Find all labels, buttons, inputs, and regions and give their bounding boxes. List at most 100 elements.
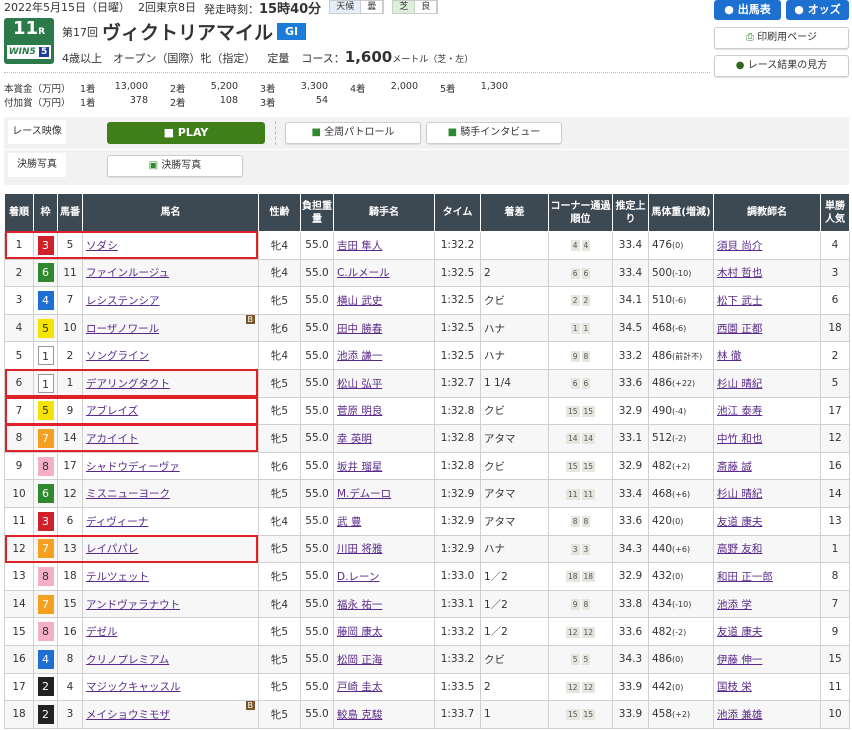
horse-name-link[interactable]: アブレイズ [86,405,139,418]
result-guide-button[interactable]: ● レース結果の見方 [714,55,849,77]
jockey-link[interactable]: 横山 武史 [337,294,383,307]
trainer-link[interactable]: 須貝 尚介 [717,239,763,252]
trainer-link[interactable]: 中竹 和也 [717,432,763,445]
table-row: 4 5 10 ローザノワール B 牝6 55.0 田中 勝春 1:32.5 ハナ 1 1 34.5 468… [4,313,850,343]
trainer-cell: 松下 武士 [713,286,821,315]
horse-name-link[interactable]: レイパパレ [86,543,139,556]
corner-positions: 12 12 [548,672,613,702]
trainer-link[interactable]: 杉山 晴紀 [717,488,763,501]
jockey-link[interactable]: 吉田 隼人 [337,239,383,252]
horse-number: 15 [57,589,83,619]
trainer-link[interactable]: 西園 正都 [717,322,763,335]
print-page-button[interactable]: ⎙ 印刷用ページ [714,27,849,49]
horse-number: 8 [57,644,83,674]
body-weight: 482 [652,460,673,473]
play-button[interactable]: ■ PLAY [107,122,265,144]
table-row: 1 3 5 ソダシ 牝4 55.0 吉田 隼人 1:32.2 4 4 33.4 476(0) 須貝 尚介… [4,231,850,260]
horse-weight: 486(+22) [648,368,714,398]
jockey-link[interactable]: 坂井 瑠星 [337,460,383,473]
track-condition: 良 [415,1,438,13]
horse-name-cell: ファインルージュ [82,258,259,288]
horse-name-link[interactable]: アンドヴァラナウト [86,598,181,611]
horse-name-link[interactable]: ファインルージュ [86,267,170,280]
horse-name-link[interactable]: アカイイト [86,432,139,445]
table-row: 13 8 18 テルツェット 牝5 55.0 D.レーン 1:33.0 1／2 18 18 32.9 4… [4,562,850,591]
horse-name-link[interactable]: ソングライン [86,350,149,363]
frame-cell: 4 [33,286,58,315]
table-row: 17 2 4 マジックキャッスル 牝5 55.0 戸崎 圭太 1:33.5 2 12 12 33.9 4… [4,672,850,702]
horse-name-link[interactable]: テルツェット [86,570,149,583]
jockey-link[interactable]: 松岡 正海 [337,653,383,666]
jockey-link[interactable]: 戸崎 圭太 [337,681,383,694]
odds-button[interactable]: ● オッズ [786,0,849,20]
trainer-link[interactable]: 池添 学 [717,598,752,611]
horse-weight: 442(0) [648,672,714,702]
trainer-link[interactable]: 友道 康夫 [717,515,763,528]
finish-time: 1:33.2 [434,617,481,646]
race-class: 4歳以上 オープン（国際）牝（指定） [62,52,256,65]
trainer-cell: 斎藤 誠 [713,451,821,481]
horse-name-link[interactable]: レシステンシア [86,294,160,307]
interview-button[interactable]: ■ 騎手インタビュー [426,122,562,144]
horse-name-link[interactable]: ミスニューヨーク [86,488,170,501]
photo-finish-button[interactable]: ▣ 決勝写真 [107,155,243,177]
trainer-link[interactable]: 池添 兼雄 [717,708,763,721]
jockey-link[interactable]: 鮫島 克駿 [337,708,383,721]
corner-position: 15 [581,405,596,417]
jockey-cell: 川田 将雅 [333,534,435,564]
jockey-link[interactable]: 川田 将雅 [337,543,383,556]
finish-time: 1:33.1 [434,589,481,619]
horse-name-link[interactable]: デアリングタクト [86,377,170,390]
jockey-link[interactable]: M.デムーロ [337,488,392,501]
popularity: 7 [820,589,850,619]
entries-button[interactable]: ● 出馬表 [714,0,781,20]
jockey-link[interactable]: 福永 祐一 [337,598,383,611]
horse-name-link[interactable]: デゼル [86,626,118,639]
print-label: 印刷用ページ [757,32,817,43]
trainer-link[interactable]: 杉山 晴紀 [717,377,763,390]
horse-name-link[interactable]: マジックキャッスル [86,681,181,694]
horse-name-link[interactable]: ソダシ [86,239,118,252]
jockey-link[interactable]: 藤岡 康太 [337,626,383,639]
horse-name-link[interactable]: シャドウディーヴァ [86,460,180,473]
trainer-link[interactable]: 和田 正一郎 [717,570,773,583]
trainer-link[interactable]: 斎藤 誠 [717,460,752,473]
horse-name-link[interactable]: クリノプレミアム [86,653,170,666]
trainer-link[interactable]: 国枝 栄 [717,681,752,694]
body-weight: 482 [652,625,673,638]
column-header: 馬番 [57,193,83,232]
jockey-link[interactable]: 菅原 明良 [337,405,383,418]
column-header: 単勝人気 [820,193,850,232]
trainer-link[interactable]: 林 徹 [717,350,742,363]
horse-name-link[interactable]: ディヴィーナ [86,515,149,528]
horse-name-cell: ソダシ [82,231,259,260]
column-header: 着順 [4,193,34,232]
jockey-link[interactable]: 幸 英明 [337,432,372,445]
trainer-link[interactable]: 伊藤 伸一 [717,653,763,666]
trainer-link[interactable]: 高野 友和 [717,543,763,556]
jockey-cell: 幸 英明 [333,424,435,453]
trainer-link[interactable]: 松下 武士 [717,294,763,307]
frame-number: 8 [37,456,54,476]
trainer-link[interactable]: 木村 哲也 [717,267,763,280]
patrol-button[interactable]: ■ 全周パトロール [285,122,421,144]
jockey-link[interactable]: 田中 勝春 [337,322,383,335]
distance: 1,600 [344,48,393,66]
horse-name-link[interactable]: メイショウミモザ [86,708,170,721]
win5-label: WIN5 [8,47,36,57]
jockey-link[interactable]: 池添 謙一 [337,350,383,363]
jockey-link[interactable]: 松山 弘平 [337,377,383,390]
jockey-link[interactable]: D.レーン [337,570,380,583]
trainer-link[interactable]: 池江 泰寿 [717,405,763,418]
jockey-link[interactable]: 武 豊 [337,515,362,528]
popularity: 9 [820,617,850,646]
weight-change: (-10) [672,600,692,610]
jockey-link[interactable]: C.ルメール [337,267,390,280]
horse-name-link[interactable]: ローザノワール [86,322,160,335]
finish-position: 15 [4,617,34,646]
trainer-link[interactable]: 友道 康夫 [717,626,763,639]
prize-amount: 54 [315,95,328,106]
horse-name-cell: アブレイズ [82,396,259,426]
weight-change: (-2) [672,434,687,444]
